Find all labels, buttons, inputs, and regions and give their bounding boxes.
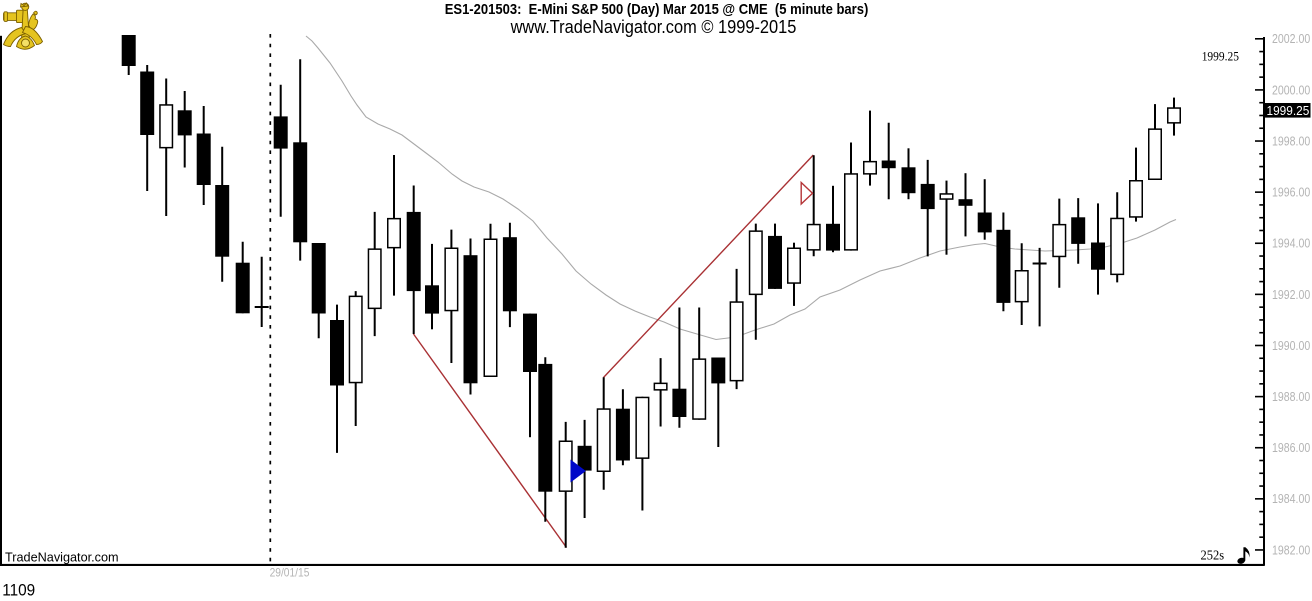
svg-text:1982.00: 1982.00	[1272, 543, 1310, 557]
svg-text:www.TradeNavigator.com © 1999-: www.TradeNavigator.com © 1999-2015	[510, 17, 797, 37]
svg-text:1999.25: 1999.25	[1267, 103, 1310, 118]
svg-text:1984.00: 1984.00	[1272, 492, 1310, 506]
svg-text:1986.00: 1986.00	[1272, 441, 1310, 455]
svg-text:1990.00: 1990.00	[1272, 339, 1310, 353]
svg-text:1999.25: 1999.25	[1202, 50, 1239, 64]
svg-text:1996.00: 1996.00	[1272, 186, 1310, 200]
svg-text:ES1-201503: E-Mini S&P 500 (D: ES1-201503: E-Mini S&P 500 (Day) Mar 201…	[445, 1, 869, 18]
svg-text:29/01/15: 29/01/15	[270, 566, 310, 580]
svg-text:1994.00: 1994.00	[1272, 237, 1310, 251]
svg-text:1992.00: 1992.00	[1272, 288, 1310, 302]
svg-text:2000.00: 2000.00	[1272, 83, 1310, 97]
svg-text:1109: 1109	[2, 581, 35, 599]
svg-text:1998.00: 1998.00	[1272, 134, 1310, 148]
svg-text:2002.00: 2002.00	[1272, 32, 1310, 46]
svg-text:TradeNavigator.com: TradeNavigator.com	[5, 550, 119, 565]
svg-text:1988.00: 1988.00	[1272, 390, 1310, 404]
svg-text:252s: 252s	[1201, 548, 1225, 563]
